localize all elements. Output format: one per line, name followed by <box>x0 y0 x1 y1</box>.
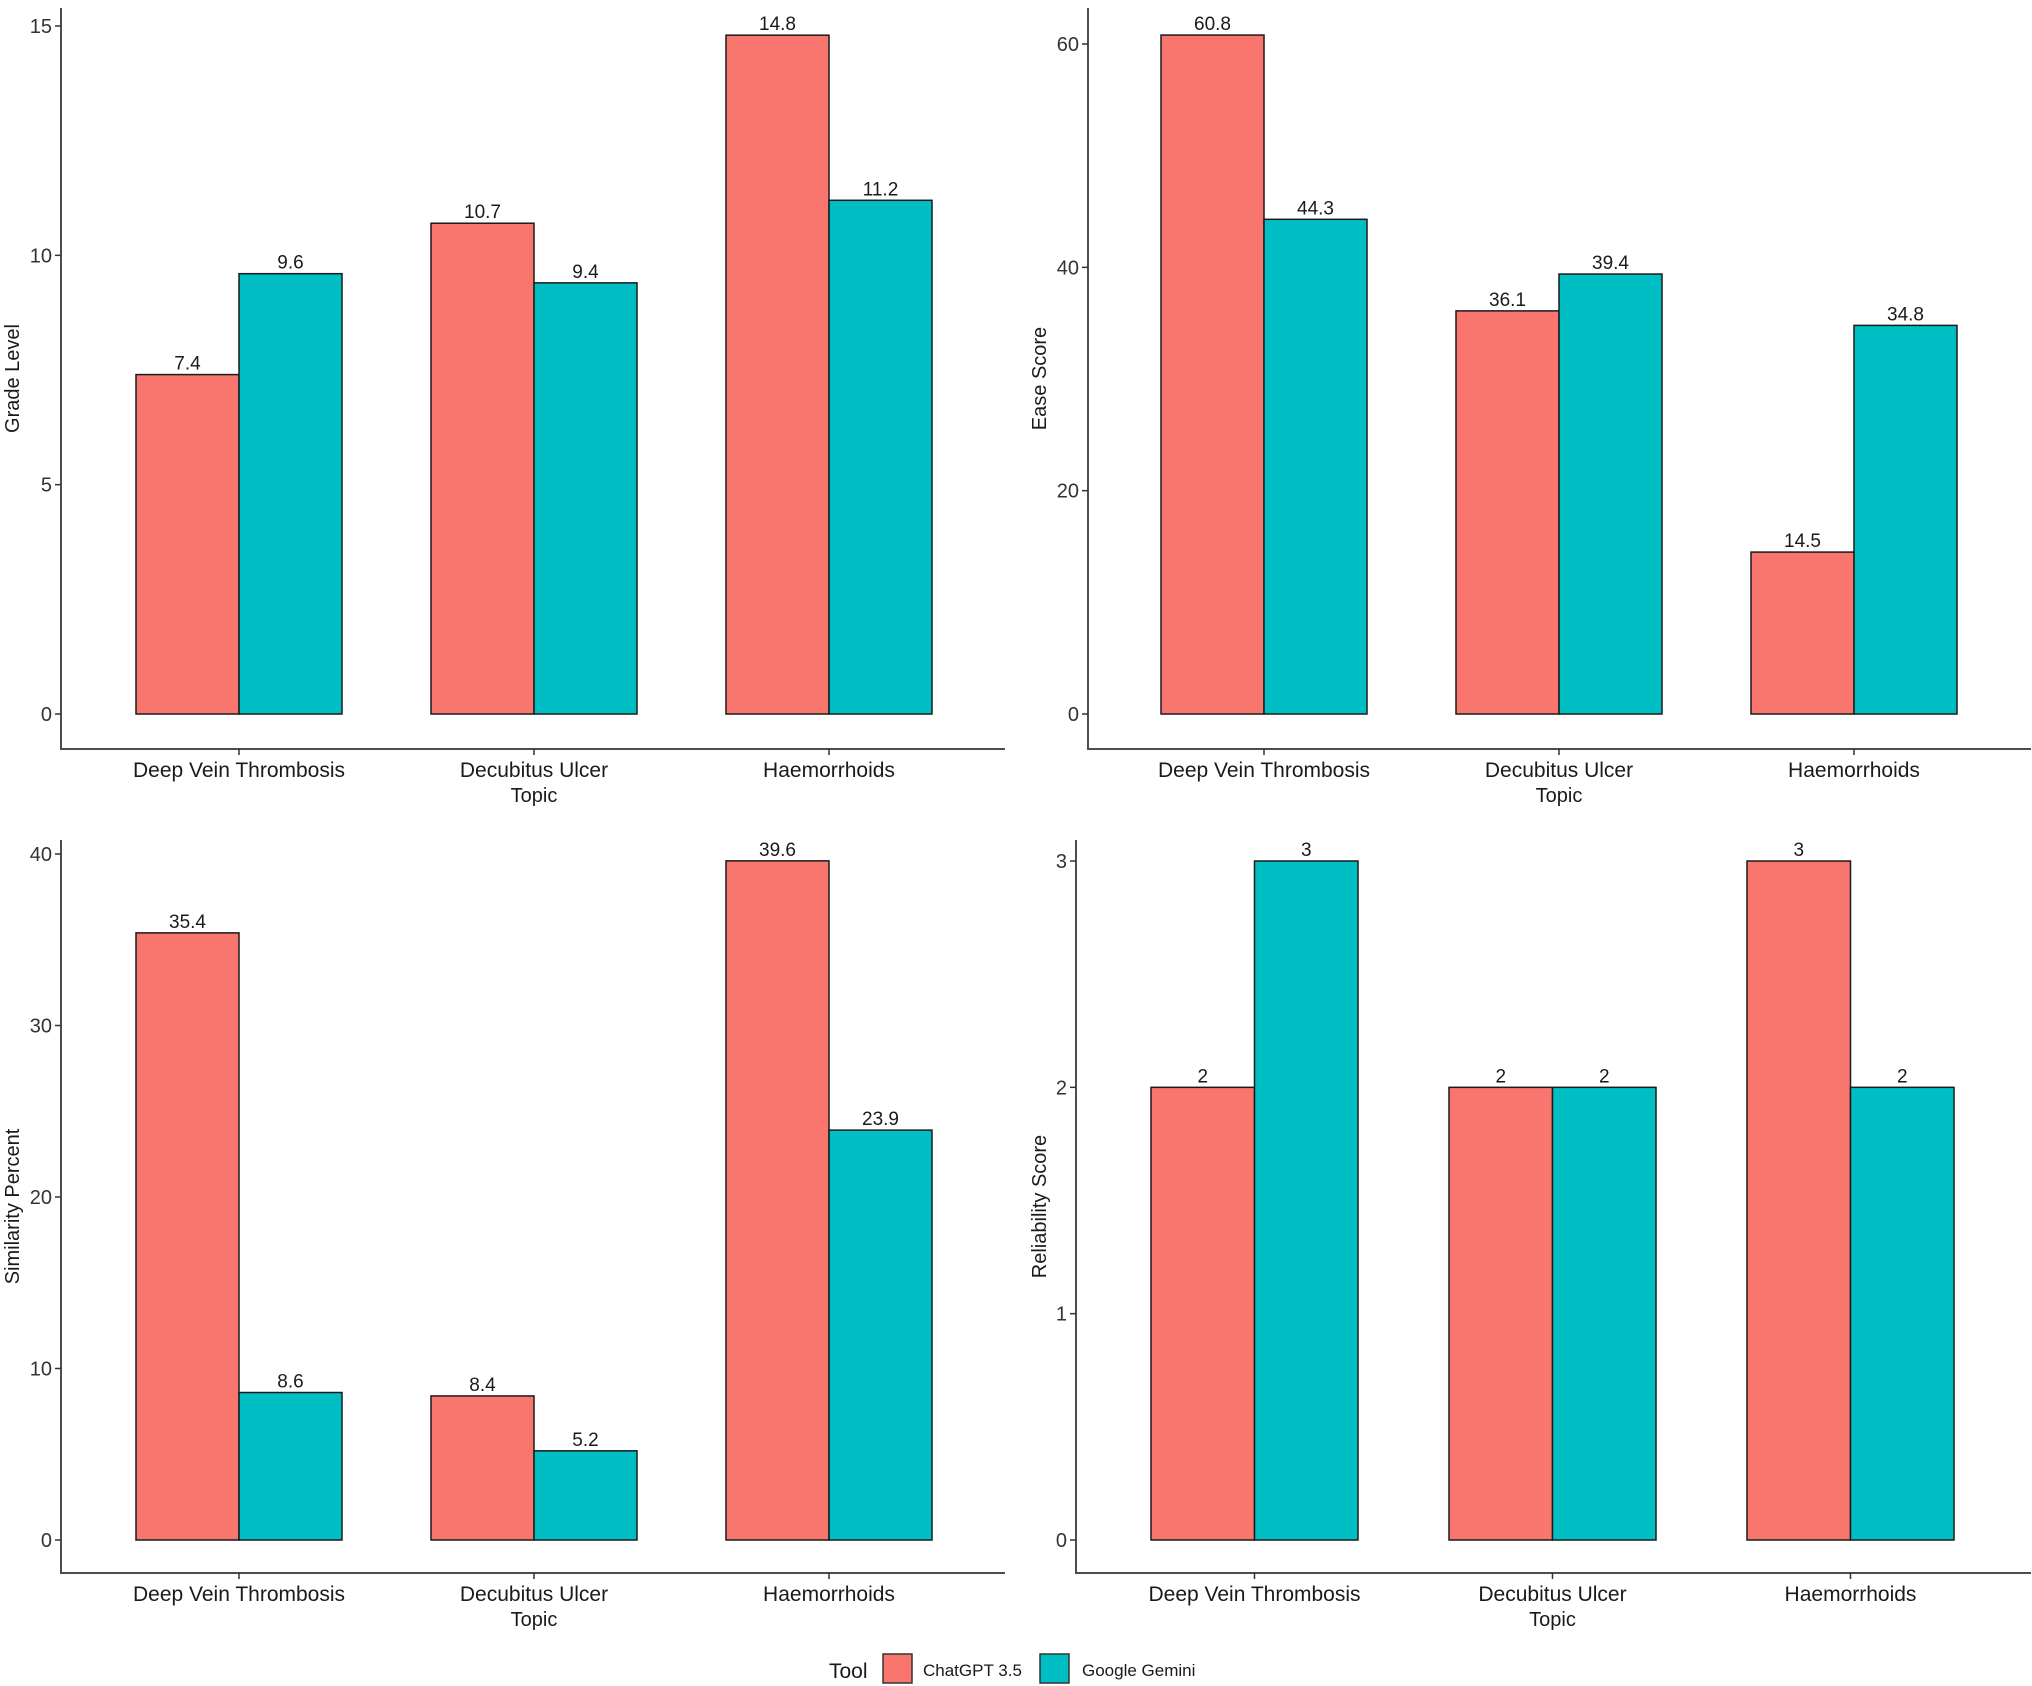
bar-gemini <box>238 1391 343 1541</box>
y-tick-label: 2 <box>1056 1077 1067 1099</box>
bar-chatgpt <box>725 34 830 715</box>
bar-value-label: 2 <box>1897 1066 1908 1087</box>
x-tick-label: Haemorrhoids <box>763 759 895 782</box>
legend: Tool ChatGPT 3.5 Google Gemini <box>829 1653 1195 1684</box>
bar-gemini <box>238 272 343 715</box>
y-tick-label: 60 <box>1057 34 1079 56</box>
bar-chatgpt <box>725 860 830 1541</box>
x-tick-label: Deep Vein Thrombosis <box>1158 759 1370 782</box>
bar-chatgpt <box>1150 1086 1256 1541</box>
bar-value-label: 5.2 <box>572 1430 598 1451</box>
bar-value-label: 8.6 <box>277 1372 303 1393</box>
bar-value-label: 10.7 <box>464 202 501 223</box>
bar-value-label: 14.5 <box>1784 531 1821 552</box>
y-axis-title: Similarity Percent <box>2 1128 24 1284</box>
bar-value-label: 3 <box>1301 840 1312 861</box>
y-axis-title: Ease Score <box>1029 327 1051 430</box>
bar-value-label: 35.4 <box>169 912 206 933</box>
bar-value-label: 2 <box>1197 1066 1208 1087</box>
bar-value-label: 7.4 <box>174 354 201 375</box>
bar-gemini <box>533 282 638 715</box>
y-tick-label: 30 <box>30 1016 52 1038</box>
bar-gemini <box>533 1450 638 1541</box>
bar-value-label: 9.4 <box>572 262 599 283</box>
x-tick-label: Decubitus Ulcer <box>460 759 608 782</box>
legend-label-gemini: Google Gemini <box>1082 1661 1195 1680</box>
y-tick-label: 0 <box>41 1530 52 1552</box>
x-tick-label: Haemorrhoids <box>1785 1583 1917 1606</box>
bar-value-label: 9.6 <box>277 253 303 274</box>
legend-title: Tool <box>829 1660 868 1683</box>
y-tick-label: 0 <box>1068 704 1079 726</box>
y-tick-label: 40 <box>1057 257 1079 279</box>
bar-gemini <box>828 199 933 715</box>
bar-gemini <box>828 1129 933 1541</box>
panel-top-left: 0 5 10 15 Grade Level Deep Vein Thrombosis 7.4… <box>2 8 1005 807</box>
panel-bottom-right: 0 1 2 3 Reliability Score Deep Vein Thrombosi… <box>1029 840 2031 1631</box>
bar-gemini <box>1853 324 1958 715</box>
bar-value-label: 34.8 <box>1887 304 1924 325</box>
x-tick-label: Deep Vein Thrombosis <box>133 1583 345 1606</box>
bar-chatgpt <box>135 932 240 1541</box>
x-axis-title: Topic <box>511 1609 558 1631</box>
y-tick-label: 20 <box>1057 481 1079 503</box>
y-tick-label: 15 <box>30 16 52 38</box>
y-axis-title: Reliability Score <box>1029 1135 1051 1278</box>
bar-value-label: 39.4 <box>1592 253 1629 274</box>
x-tick-label: Deep Vein Thrombosis <box>1148 1583 1360 1606</box>
x-tick-label: Decubitus Ulcer <box>1478 1583 1626 1606</box>
y-tick-label: 0 <box>1056 1530 1067 1552</box>
bar-value-label: 8.4 <box>469 1375 496 1396</box>
bar-gemini <box>1558 273 1663 715</box>
bar-value-label: 3 <box>1793 840 1804 861</box>
bar-chatgpt <box>430 1395 535 1541</box>
y-axis-title: Grade Level <box>2 324 24 433</box>
y-tick-label: 10 <box>30 1359 52 1381</box>
bar-gemini <box>1849 1086 1955 1541</box>
y-tick-label: 3 <box>1056 851 1067 873</box>
y-tick-label: 20 <box>30 1187 52 1209</box>
bar-gemini <box>1551 1086 1657 1541</box>
x-axis-title: Topic <box>1529 1609 1576 1631</box>
bar-chatgpt <box>1750 551 1855 715</box>
x-tick-label: Haemorrhoids <box>1788 759 1920 782</box>
bar-chatgpt <box>1746 860 1852 1541</box>
legend-label-chatgpt: ChatGPT 3.5 <box>923 1661 1022 1680</box>
y-tick-label: 1 <box>1056 1304 1067 1326</box>
bar-chatgpt <box>1455 310 1560 715</box>
bar-value-label: 44.3 <box>1297 198 1334 219</box>
panel-bottom-left: 0 10 20 30 40 Similarity Percent Deep Vein Thr… <box>2 840 1005 1631</box>
y-tick-label: 10 <box>30 245 52 267</box>
y-tick-label: 40 <box>30 844 52 866</box>
x-tick-label: Decubitus Ulcer <box>460 1583 608 1606</box>
bar-value-label: 60.8 <box>1194 14 1231 35</box>
x-tick-label: Deep Vein Thrombosis <box>133 759 345 782</box>
x-tick-label: Decubitus Ulcer <box>1485 759 1633 782</box>
y-tick-label: 5 <box>41 475 52 497</box>
legend-swatch-gemini <box>1039 1653 1070 1684</box>
bar-value-label: 23.9 <box>862 1109 899 1130</box>
legend-swatch-chatgpt <box>882 1653 913 1684</box>
bar-chatgpt <box>1448 1086 1554 1541</box>
bar-chatgpt <box>1160 34 1265 715</box>
bar-value-label: 36.1 <box>1489 290 1526 311</box>
x-tick-label: Haemorrhoids <box>763 1583 895 1606</box>
bar-value-label: 39.6 <box>759 840 796 861</box>
bar-chatgpt <box>430 222 535 715</box>
bar-chatgpt <box>135 373 240 715</box>
x-axis-title: Topic <box>1536 785 1583 807</box>
bar-gemini <box>1263 218 1368 715</box>
bar-value-label: 2 <box>1599 1066 1610 1087</box>
bar-value-label: 2 <box>1495 1066 1506 1087</box>
bar-value-label: 14.8 <box>759 14 796 35</box>
y-tick-label: 0 <box>41 704 52 726</box>
bar-value-label: 11.2 <box>863 179 899 200</box>
bar-gemini <box>1253 860 1359 1541</box>
x-axis-title: Topic <box>511 785 558 807</box>
panel-top-right: 0 20 40 60 Ease Score Deep Vein Thrombosis 60.… <box>1029 8 2031 807</box>
